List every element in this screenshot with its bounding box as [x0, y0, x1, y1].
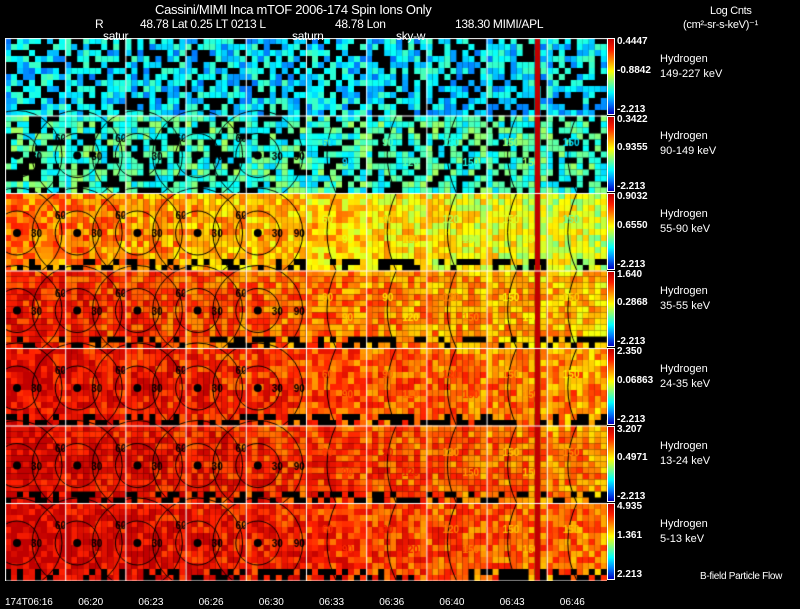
colorbar-mid: 0.9355 — [617, 142, 648, 154]
colorbar-max: 4.935 — [617, 501, 643, 512]
x-tick-label: 174T06:16 — [5, 597, 53, 608]
colorbar-max: 1.640 — [617, 268, 643, 280]
x-tick-label: 06:33 — [319, 597, 345, 608]
x-tick-label: 06:30 — [258, 597, 284, 608]
colorbar-min: -2.213 — [617, 336, 646, 347]
species: Hydrogen — [660, 285, 708, 298]
colorbar-max: 2.350 — [617, 346, 643, 357]
species: Hydrogen — [660, 52, 708, 65]
colorbar-max: 3.207 — [617, 423, 643, 435]
bfield-legend: B-field Particle Flow — [700, 571, 783, 582]
energy-range: 90-149 keV — [660, 145, 717, 158]
energy-range: 13-24 keV — [660, 455, 711, 468]
x-tick-label: 06:36 — [379, 597, 405, 608]
heatmap-panels — [5, 38, 607, 581]
units-label-2: (cm²-sr-s-keV)⁻¹ — [683, 19, 758, 31]
colorbar — [607, 270, 615, 347]
species: Hydrogen — [660, 517, 708, 530]
colorbar-mid: -0.8842 — [617, 64, 651, 76]
colorbar — [607, 425, 615, 502]
energy-range: 149-227 keV — [660, 67, 723, 80]
colorbar — [607, 115, 615, 192]
species: Hydrogen — [660, 130, 708, 143]
species: Hydrogen — [660, 207, 708, 220]
x-tick-label: 06:20 — [78, 597, 104, 608]
colorbar — [607, 503, 615, 580]
colorbar-max: 0.4447 — [617, 36, 648, 47]
r-label: R — [95, 17, 104, 31]
plot-title: Cassini/MIMI Inca mTOF 2006-174 Spin Ion… — [155, 2, 432, 17]
colorbar-min: -2.213 — [617, 413, 646, 425]
position-mimi: 138.30 MIMI/APL — [455, 17, 544, 31]
colorbar — [607, 348, 615, 425]
colorbar-min: -2.213 — [617, 181, 646, 192]
colorbar-mid: 0.4971 — [617, 452, 648, 464]
energy-range: 55-90 keV — [660, 222, 711, 235]
x-tick-label: 06:26 — [198, 597, 224, 608]
colorbar-min: -2.213 — [617, 103, 646, 115]
row-label: Hydrogen 5-13 keV — [660, 517, 708, 547]
overlay-label-saturn: saturn — [292, 29, 324, 43]
energy-range: 24-35 keV — [660, 377, 711, 390]
x-tick-label: 06:43 — [499, 597, 525, 608]
row-label: Hydrogen 13-24 keV — [660, 439, 710, 469]
colorbar-min: -2.213 — [617, 258, 646, 270]
x-tick-label: 06:23 — [138, 597, 164, 608]
colorbar-max: 0.9032 — [617, 191, 648, 202]
row-label: Hydrogen 55-90 keV — [660, 207, 710, 237]
colorbar-mid: 0.6550 — [617, 219, 648, 231]
row-label: Hydrogen 149-227 keV — [660, 52, 722, 82]
position-lon: 48.78 Lon — [335, 17, 386, 31]
row-label: Hydrogen 24-35 keV — [660, 362, 710, 392]
energy-range: 5-13 keV — [660, 532, 705, 545]
colorbar — [607, 38, 615, 115]
energy-range: 35-55 keV — [660, 300, 711, 313]
overlay-label-sky: sky-w — [396, 29, 426, 43]
species: Hydrogen — [660, 362, 708, 375]
position-lat-lt: 48.78 Lat 0.25 LT 0213 L — [140, 17, 266, 31]
colorbar-mid: 1.361 — [617, 529, 643, 541]
colorbar-min: 2.213 — [617, 568, 643, 580]
colorbar-mid: 0.06863 — [617, 374, 654, 386]
species: Hydrogen — [660, 440, 708, 453]
colorbar — [607, 193, 615, 270]
overlay-label-satur: satur — [103, 29, 129, 43]
colorbar-min: -2.213 — [617, 491, 646, 502]
units-label-1: Log Cnts — [710, 5, 752, 17]
row-label: Hydrogen 35-55 keV — [660, 284, 710, 314]
row-label: Hydrogen 90-149 keV — [660, 129, 716, 159]
x-tick-label: 06:46 — [559, 597, 585, 608]
colorbar-max: 0.3422 — [617, 113, 648, 125]
colorbar-mid: 0.2868 — [617, 297, 648, 309]
x-tick-label: 06:40 — [439, 597, 465, 608]
